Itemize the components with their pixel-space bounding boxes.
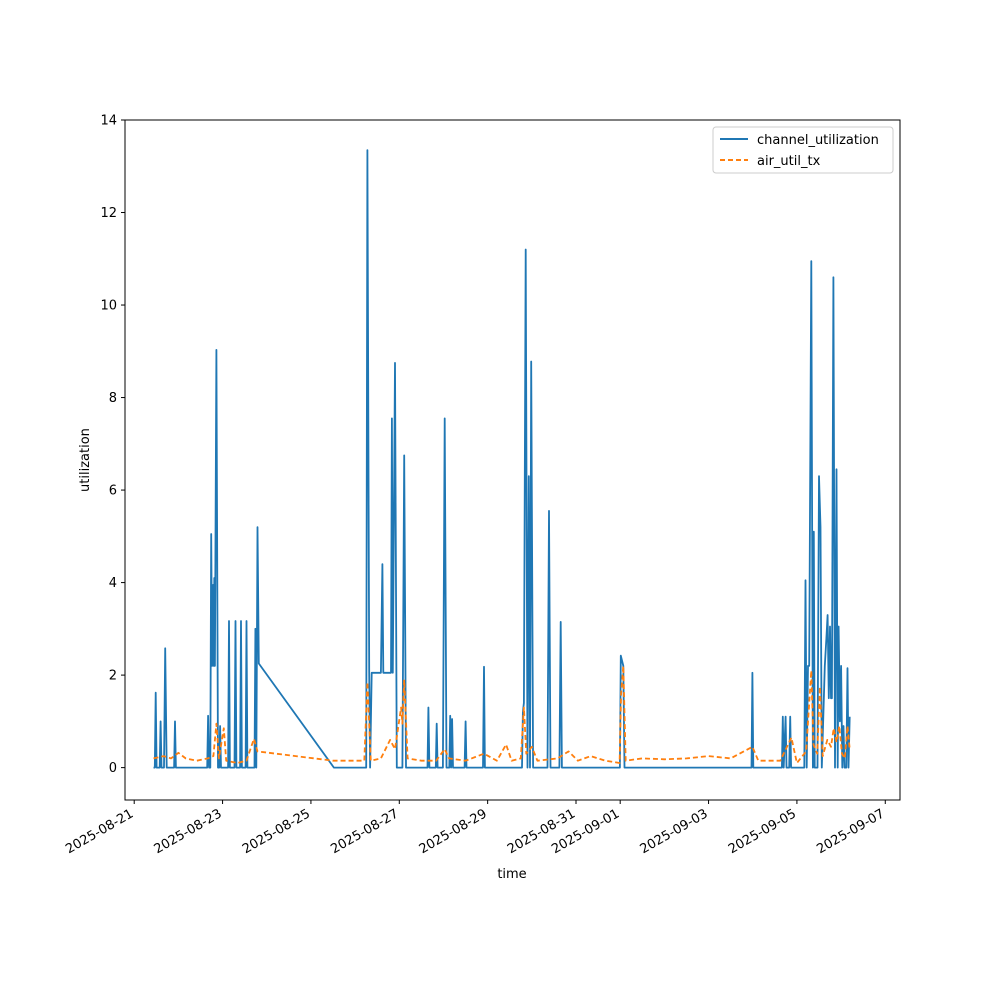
y-tick-label: 12 bbox=[100, 206, 117, 221]
legend-label-channel-utilization: channel_utilization bbox=[757, 133, 879, 148]
y-tick-label: 14 bbox=[100, 114, 117, 129]
legend: channel_utilization air_util_tx bbox=[712, 126, 894, 174]
plot-area bbox=[124, 119, 901, 801]
legend-label-air-util-tx: air_util_tx bbox=[757, 154, 821, 169]
y-tick-label: 4 bbox=[109, 576, 117, 591]
y-axis-label: utilization bbox=[78, 428, 93, 492]
y-tick-label: 2 bbox=[109, 669, 117, 684]
plot-border bbox=[124, 119, 901, 801]
series-line-channel-utilization bbox=[153, 149, 851, 769]
y-tick-label: 6 bbox=[109, 484, 117, 499]
legend-box bbox=[712, 126, 894, 174]
y-axis: 0 2 4 6 8 10 12 14 bbox=[100, 114, 125, 776]
x-axis-label: time bbox=[497, 867, 526, 882]
series-line-air-util-tx bbox=[153, 665, 851, 764]
y-tick-label: 8 bbox=[109, 391, 117, 406]
y-tick-label: 10 bbox=[100, 299, 117, 314]
y-tick-label: 0 bbox=[109, 761, 117, 776]
series-layer bbox=[153, 149, 851, 769]
